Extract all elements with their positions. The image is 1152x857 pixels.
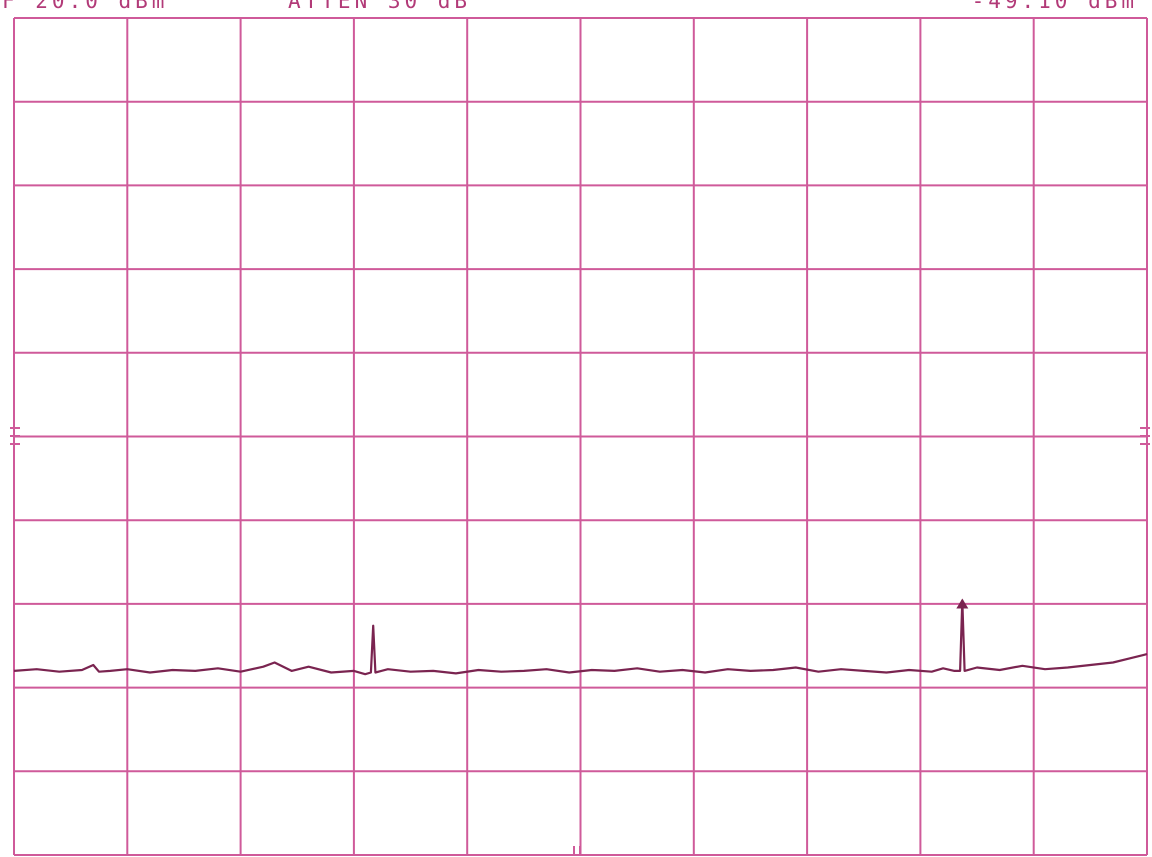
marker-arrow [956,598,969,609]
ref-level-label: F 20.0 dBm [2,0,168,13]
marker-readout: -49.10 dBm [972,0,1138,13]
trace [13,599,1148,676]
graticule [13,17,1148,856]
trace-line [13,599,1148,676]
side-ticks [10,427,1150,856]
markers [956,598,969,609]
attenuation-label: ATTEN 30 dB [288,0,471,13]
